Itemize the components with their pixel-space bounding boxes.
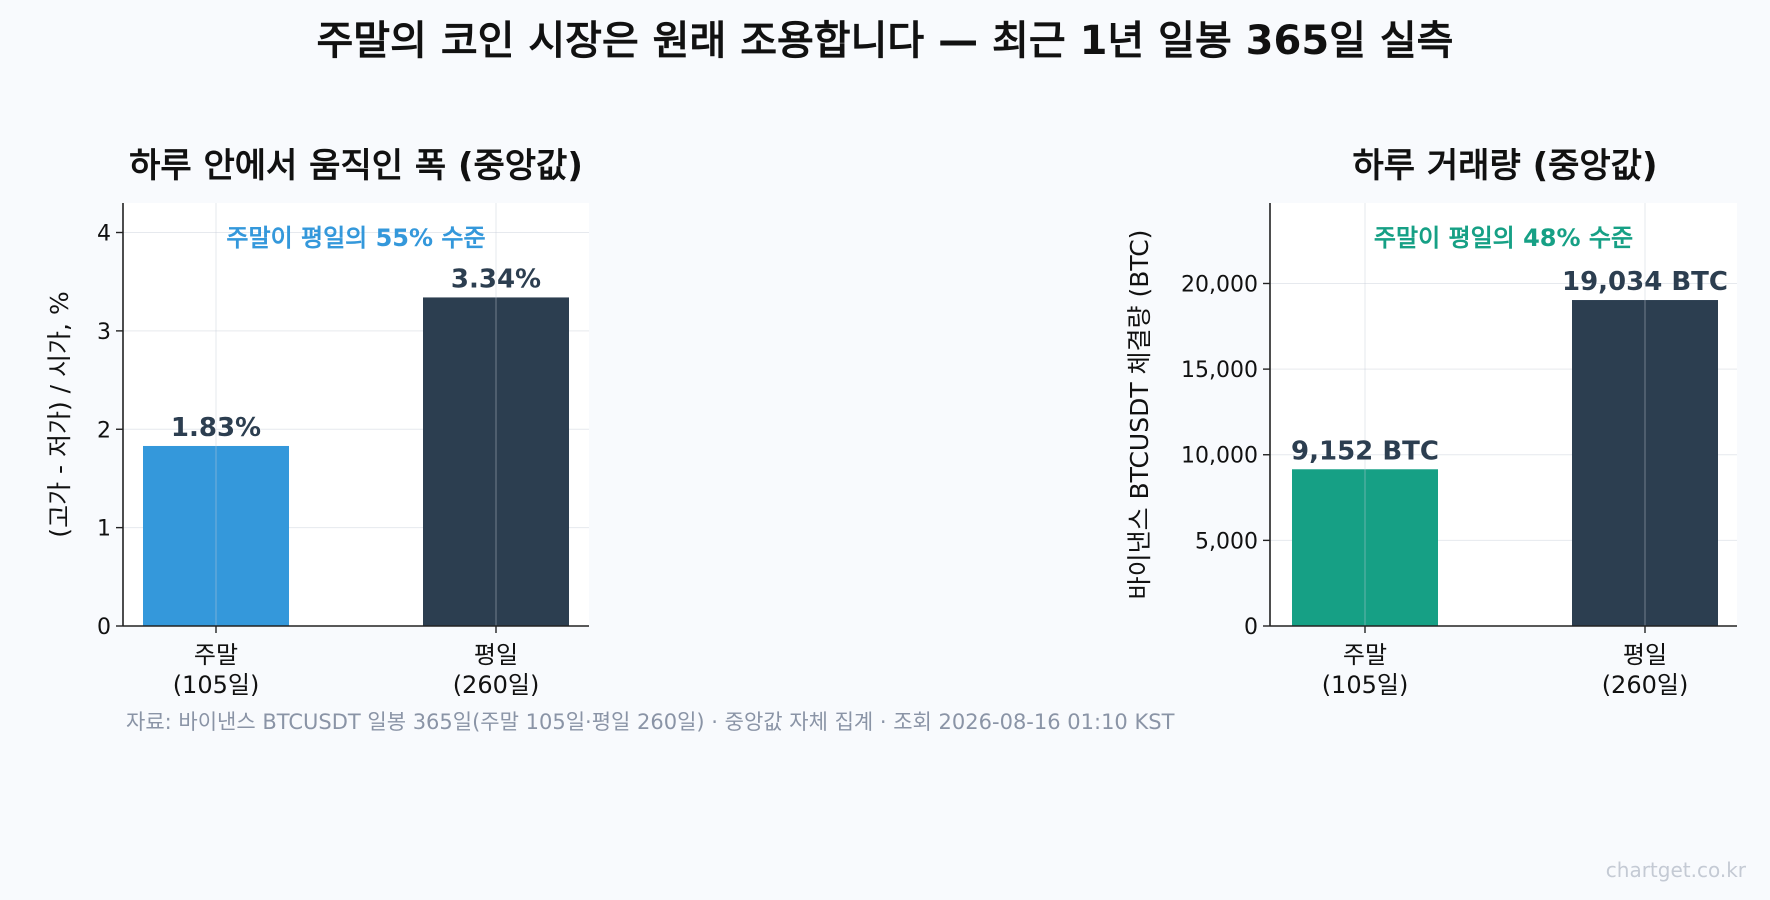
data-label: 19,034 BTC	[1562, 267, 1728, 297]
subplot-title: 하루 거래량 (중앙값)	[1353, 146, 1658, 186]
x-tick-label: 평일 (260일)	[453, 641, 540, 699]
y-tick-label: 10,000	[1181, 444, 1258, 469]
chart-panel-2: 0 5,000 10,000 15,000 20,000 주말 (105일) 평일 (260일)…	[1125, 146, 1737, 699]
x-tick-label: 주말 (105일)	[1322, 641, 1409, 699]
x-tick-label: 주말 (105일)	[173, 641, 260, 699]
bar-1	[1292, 469, 1438, 626]
chart-panel-1: 0 1 2 3 4 주말 (105일) 평일 (260일) 1.83% 3.34% 주말이 평일의 5…	[45, 146, 589, 699]
bar-2	[1572, 300, 1718, 626]
y-tick-label: 20,000	[1181, 272, 1258, 297]
y-tick-label: 0	[97, 615, 111, 640]
watermark: chartget.co.kr	[1605, 858, 1746, 882]
data-label: 9,152 BTC	[1291, 436, 1439, 466]
y-tick-label: 15,000	[1181, 358, 1258, 383]
y-tick-label: 4	[97, 222, 111, 247]
y-tick-label: 3	[97, 320, 111, 345]
y-tick-label: 5,000	[1195, 529, 1258, 554]
annotation: 주말이 평일의 48% 수준	[1374, 224, 1633, 252]
data-label: 1.83%	[171, 413, 261, 443]
x-tick-label: 평일 (260일)	[1602, 641, 1689, 699]
y-axis-label: (고가 - 저가) / 시가, %	[45, 291, 74, 537]
source-note: 자료: 바이낸스 BTCUSDT 일봉 365일(주말 105일·평일 260일…	[126, 710, 1175, 734]
bar-2	[423, 297, 569, 626]
y-axis-label: 바이낸스 BTCUSDT 체결량 (BTC)	[1125, 230, 1154, 600]
main-title: 주말의 코인 시장은 원래 조용합니다 — 최근 1년 일봉 365일 실측	[316, 18, 1454, 64]
subplot-title: 하루 안에서 움직인 폭 (중앙값)	[129, 146, 583, 186]
y-tick-label: 1	[97, 517, 111, 542]
bar-1	[143, 445, 289, 626]
y-tick-label: 2	[97, 418, 111, 443]
y-tick-label: 0	[1244, 615, 1258, 640]
annotation: 주말이 평일의 55% 수준	[226, 224, 485, 252]
data-label: 3.34%	[451, 264, 541, 294]
